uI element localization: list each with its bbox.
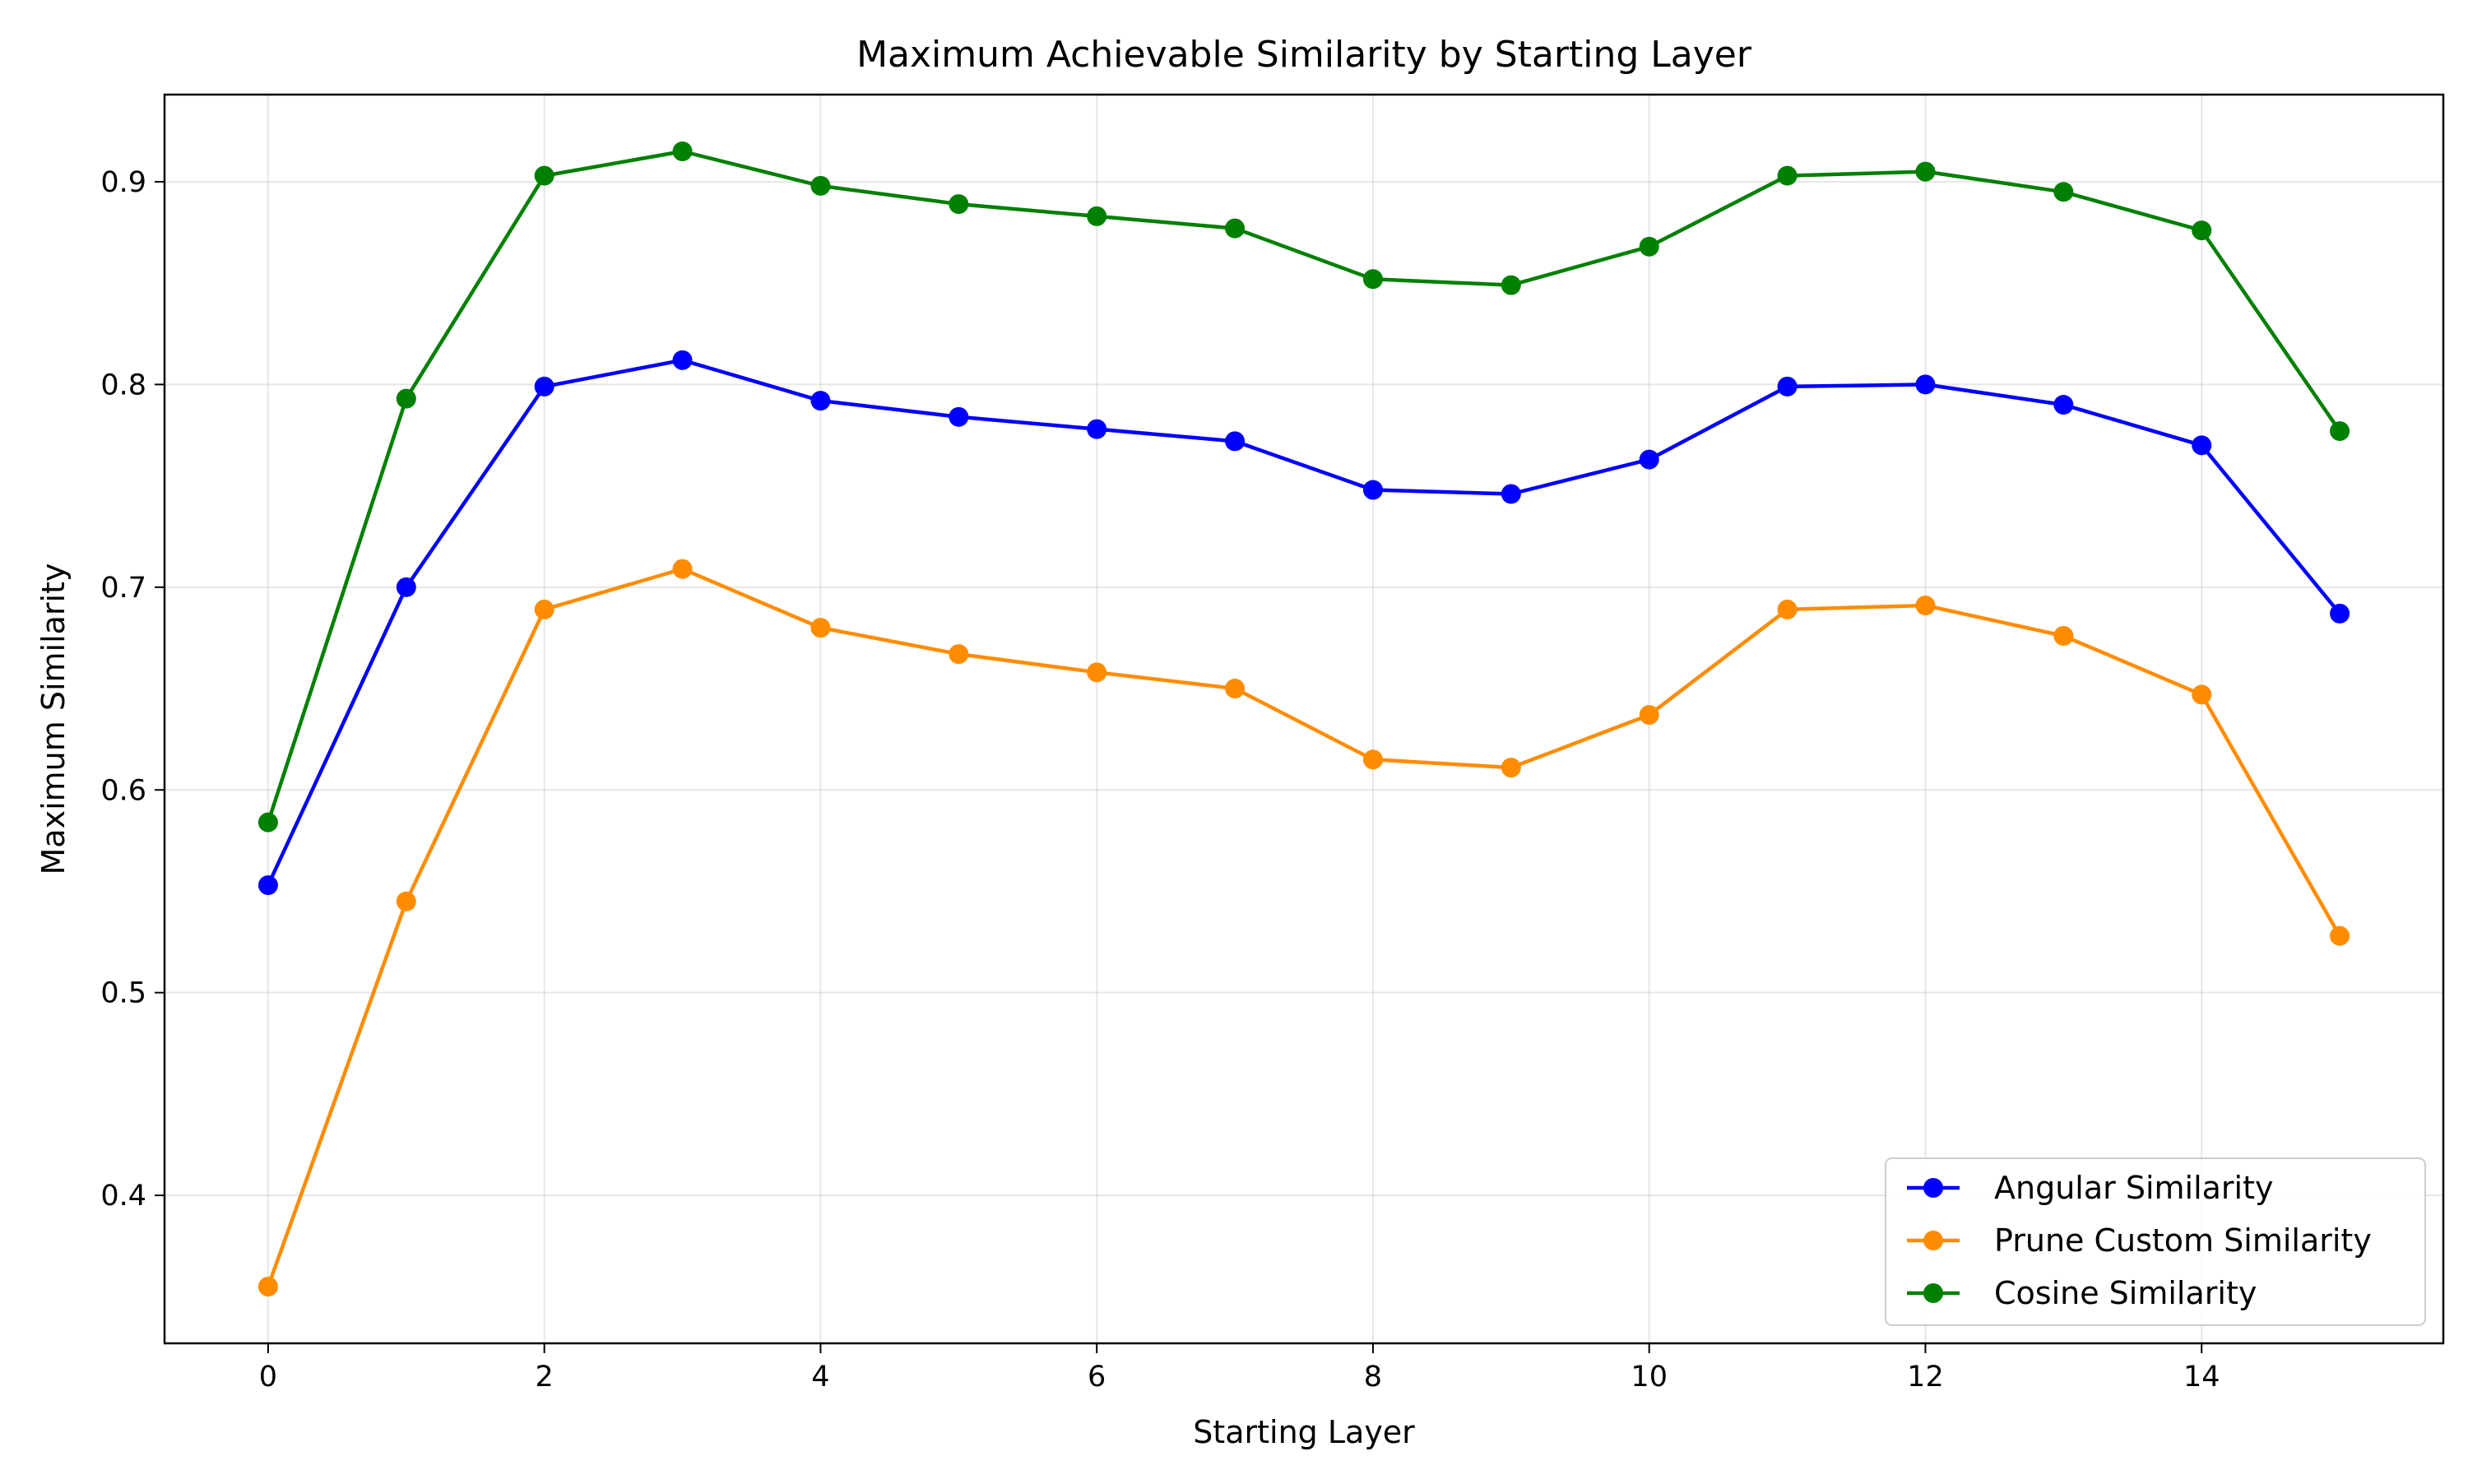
prune-custom-similarity-point	[1777, 599, 1798, 619]
cosine-similarity-point	[1777, 165, 1798, 186]
prune-custom-similarity-point	[534, 599, 554, 619]
angular-similarity-point	[1777, 376, 1798, 397]
chart-title: Maximum Achievable Similarity by Startin…	[856, 34, 1752, 76]
cosine-similarity-point	[949, 194, 969, 215]
cosine-similarity-point	[2330, 421, 2350, 442]
cosine-similarity-point	[1501, 275, 1521, 295]
legend-swatch-marker	[1923, 1283, 1943, 1303]
cosine-similarity-point	[1225, 218, 1246, 239]
legend-label: Cosine Similarity	[1994, 1275, 2257, 1311]
angular-similarity-point	[1087, 419, 1107, 439]
plot-area-frame	[163, 93, 2445, 1345]
plot-series	[257, 141, 2350, 1296]
prune-custom-similarity-point	[1501, 758, 1521, 778]
prune-custom-similarity-point	[672, 559, 693, 579]
cosine-similarity-point	[1087, 206, 1107, 226]
cosine-similarity-point	[1362, 269, 1383, 290]
prune-custom-similarity-point	[1639, 705, 1659, 726]
angular-similarity-point	[1501, 484, 1521, 504]
x-axis-ticks: 0 2 4 6 8 10 12 14	[259, 1343, 2220, 1394]
prune-custom-similarity-point	[1915, 596, 1936, 615]
prune-custom-similarity-point	[2330, 925, 2350, 946]
y-tick-label: 0.6	[100, 774, 146, 807]
angular-similarity-point	[949, 406, 969, 427]
cosine-similarity-point	[810, 175, 831, 196]
x-tick-label: 2	[536, 1361, 554, 1394]
y-tick-label: 0.9	[100, 166, 146, 199]
legend-box	[1885, 1157, 2426, 1326]
angular-similarity-point	[534, 376, 554, 397]
cosine-similarity-point	[257, 812, 278, 832]
x-tick-label: 4	[811, 1361, 829, 1394]
angular-similarity-point	[810, 391, 831, 411]
grid-lines	[165, 95, 2443, 1343]
legend-entries: Angular Similarity Prune Custom Similarit…	[1907, 1170, 2372, 1311]
cosine-similarity-point	[1639, 236, 1659, 257]
y-tick-label: 0.4	[100, 1180, 146, 1213]
prune-custom-similarity-point	[1225, 679, 1246, 699]
angular-similarity-point	[396, 577, 416, 597]
x-tick-label: 6	[1088, 1361, 1106, 1394]
legend: Angular Similarity Prune Custom Similarit…	[1885, 1157, 2426, 1326]
prune-custom-similarity-point	[2192, 684, 2212, 705]
angular-similarity-point	[1362, 480, 1383, 500]
y-axis-ticks: 0.4 0.5 0.6 0.7 0.8 0.9	[100, 166, 165, 1213]
cosine-similarity-point	[672, 141, 693, 161]
prune-custom-similarity-point	[1362, 749, 1383, 770]
prune-custom-similarity-point	[949, 644, 969, 665]
legend-label: Prune Custom Similarity	[1994, 1222, 2372, 1259]
prune-custom-similarity-point	[257, 1277, 278, 1296]
x-tick-label: 12	[1907, 1361, 1944, 1394]
angular-similarity-point	[2192, 435, 2212, 456]
angular-similarity-point	[1225, 431, 1246, 452]
legend-swatch-marker	[1923, 1178, 1943, 1198]
y-axis-label: Maximum Similarity	[35, 563, 72, 875]
cosine-similarity-point	[396, 388, 416, 409]
x-tick-label: 10	[1631, 1361, 1668, 1394]
cosine-similarity-line	[266, 149, 2342, 824]
x-axis-label: Starting Layer	[1193, 1414, 1415, 1450]
prune-custom-similarity-point	[810, 618, 831, 638]
legend-swatch-marker	[1923, 1231, 1943, 1250]
prune-custom-similarity-point	[396, 891, 416, 911]
prune-custom-similarity-point	[1087, 662, 1107, 683]
angular-similarity-point	[257, 875, 278, 896]
angular-similarity-line	[266, 358, 2342, 888]
angular-similarity-point	[2053, 395, 2074, 415]
cosine-similarity-point	[534, 165, 554, 186]
prune-custom-similarity-point	[2053, 625, 2074, 646]
y-tick-label: 0.7	[100, 572, 146, 605]
angular-similarity-point	[1639, 449, 1659, 470]
x-tick-label: 14	[2183, 1361, 2220, 1394]
x-tick-label: 0	[259, 1361, 277, 1394]
prune-custom-similarity-line	[266, 567, 2342, 1289]
angular-similarity-point	[2330, 603, 2350, 624]
y-tick-label: 0.8	[100, 369, 146, 401]
x-tick-label: 8	[1364, 1361, 1382, 1394]
legend-label: Angular Similarity	[1994, 1170, 2274, 1206]
y-tick-label: 0.5	[100, 977, 146, 1010]
cosine-similarity-point	[1915, 161, 1936, 182]
angular-similarity-point	[1915, 374, 1936, 395]
angular-similarity-point	[672, 350, 693, 370]
cosine-similarity-point	[2053, 182, 2074, 202]
cosine-similarity-point	[2192, 220, 2212, 241]
